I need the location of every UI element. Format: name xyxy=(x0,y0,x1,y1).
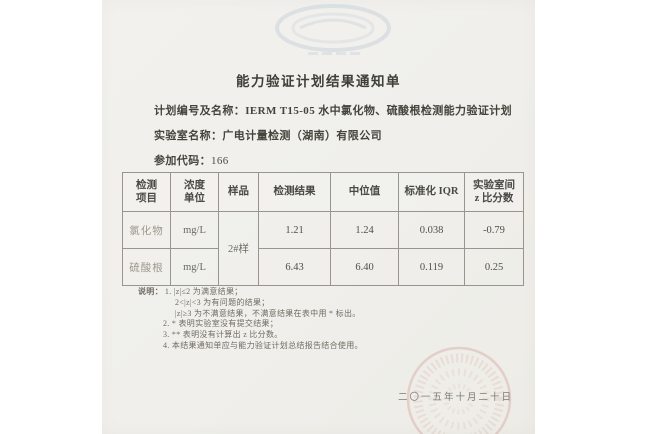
note-line: 2<|z|<3 为有问题的结果； xyxy=(138,298,363,309)
table-row-sulfate: 硫酸根 mg/L 6.43 6.40 0.119 0.25 xyxy=(122,248,524,286)
cell-unit: mg/L xyxy=(170,248,219,286)
note-line: 说明： 1. |z|≤2 为满意结果； xyxy=(138,287,363,298)
document-page: 能力验证计划结果通知单 计划编号及名称：IERM T15-05 水中氯化物、硫酸… xyxy=(102,0,535,434)
header-concentration-unit: 浓度 单位 xyxy=(170,172,219,212)
header-median: 中位值 xyxy=(330,172,399,212)
participant-code-label: 参加代码： xyxy=(154,155,211,167)
red-seal xyxy=(406,346,512,434)
cell-sample: 2#样 xyxy=(218,211,259,286)
note-text: |z|≥3 为不满意结果，不满意结果在表中用 * 标出。 xyxy=(175,308,361,318)
cell-iqr: 0.038 xyxy=(398,211,465,249)
participant-code-value: 166 xyxy=(211,155,229,167)
header-test-item: 检测 项目 xyxy=(122,172,171,212)
header-zscore: 实验室间 z 比分数 xyxy=(464,172,524,212)
cell-result: 6.43 xyxy=(258,248,331,286)
laboratory-label: 实验室名称： xyxy=(154,130,223,142)
cell-iqr: 0.119 xyxy=(398,248,465,286)
note-text: 1. |z|≤2 为满意结果； xyxy=(164,287,243,296)
note-line: 2. * 表明实验室没有提交结果； xyxy=(138,319,363,330)
header-sample: 样品 xyxy=(218,172,259,212)
note-text: 2. * 表明实验室没有提交结果； xyxy=(163,319,279,329)
cell-median: 6.40 xyxy=(330,248,399,286)
laboratory-line: 实验室名称：广电计量检测（湖南）有限公司 xyxy=(154,127,382,143)
note-line: 3. ** 表明没有计算出 z 比分数。 xyxy=(138,330,363,341)
note-text: 3. ** 表明没有计算出 z 比分数。 xyxy=(163,330,283,340)
notes-block: 说明： 1. |z|≤2 为满意结果； 2<|z|<3 为有问题的结果； |z|≥… xyxy=(138,287,363,352)
table-header-row: 检测 项目 浓度 单位 样品 检测结果 中位值 标准化 IQR 实验室间 z 比… xyxy=(122,172,524,212)
note-text: 4. 本结果通知单应与能力验证计划总结报告结合使用。 xyxy=(163,340,363,350)
notes-label: 说明： xyxy=(138,287,163,296)
header-test-result: 检测结果 xyxy=(258,172,331,212)
header-normalized-iqr: 标准化 IQR xyxy=(398,172,465,212)
cell-median: 1.24 xyxy=(330,211,399,249)
note-line: |z|≥3 为不满意结果，不满意结果在表中用 * 标出。 xyxy=(138,309,363,320)
plan-number-line: 计划编号及名称：IERM T15-05 水中氯化物、硫酸根检测能力验证计划 xyxy=(154,102,512,118)
note-line: 4. 本结果通知单应与能力验证计划总结报告结合使用。 xyxy=(138,341,363,352)
note-text: 2<|z|<3 为有问题的结果； xyxy=(175,297,270,307)
cell-unit: mg/L xyxy=(170,211,219,249)
cell-item: 氯化物 xyxy=(122,211,171,249)
cell-item: 硫酸根 xyxy=(122,248,171,286)
page-title: 能力验证计划结果通知单 xyxy=(236,74,401,89)
plan-number-label: 计划编号及名称： xyxy=(154,105,246,117)
laboratory-value: 广电计量检测（湖南）有限公司 xyxy=(222,130,383,142)
plan-number-value: IERM T15-05 水中氯化物、硫酸根检测能力验证计划 xyxy=(245,105,513,117)
table-row-chloride: 氯化物 mg/L 2#样 1.21 1.24 0.038 -0.79 xyxy=(122,211,524,286)
cell-result: 1.21 xyxy=(258,211,331,249)
results-table: 检测 项目 浓度 单位 样品 检测结果 中位值 标准化 IQR 实验室间 z 比… xyxy=(122,172,524,286)
cell-zscore: -0.79 xyxy=(464,211,524,249)
document-date: 二〇一五年十月二十日 xyxy=(398,393,514,403)
cell-zscore: 0.25 xyxy=(464,248,524,286)
participant-code-line: 参加代码：166 xyxy=(154,152,229,168)
blue-logo-watermark xyxy=(275,4,391,55)
